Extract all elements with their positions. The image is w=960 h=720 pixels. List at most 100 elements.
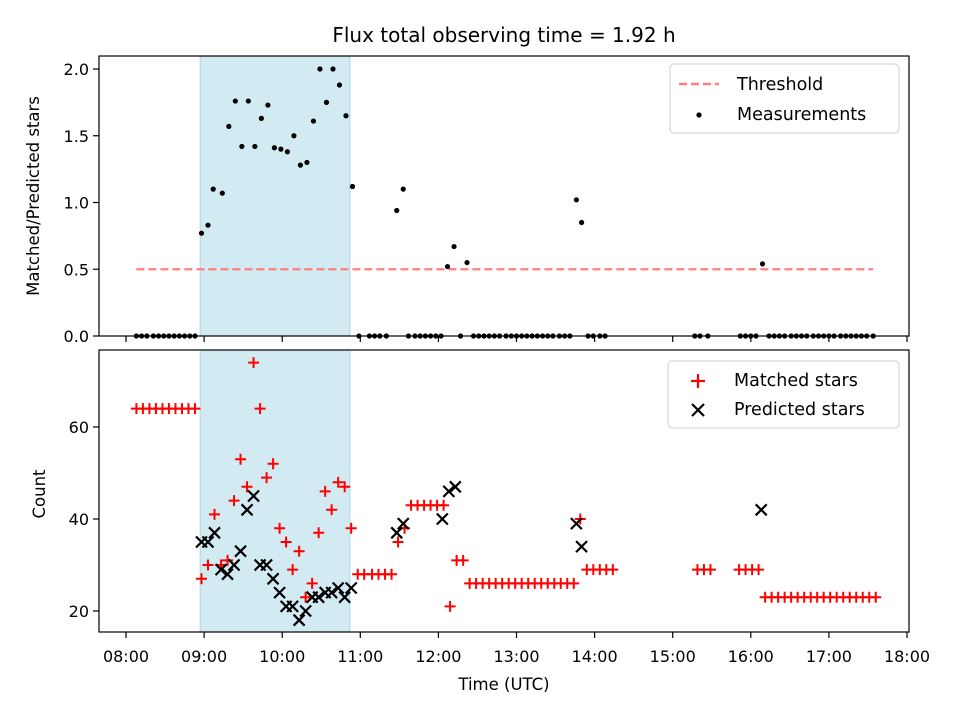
top-legend-box <box>669 63 900 134</box>
x-tick-label: 18:00 <box>884 647 930 666</box>
predicted-star-point <box>208 526 221 540</box>
x-tick-label: 11:00 <box>337 647 383 666</box>
matched-star-point <box>209 508 221 520</box>
bottom-y-axis: 20 40 60 <box>69 418 99 621</box>
measurement-point <box>400 186 406 192</box>
measurement-point <box>464 259 470 266</box>
matched-star-point <box>339 481 351 493</box>
x-tick-label: 16:00 <box>728 647 774 666</box>
measurement-point <box>245 98 251 104</box>
top-y-axis-label: Matched/Predicted stars <box>24 96 43 296</box>
predicted-star-point <box>266 572 280 586</box>
x-tick-label: 08:00 <box>103 647 149 666</box>
predicted-star-point <box>260 558 273 572</box>
matched-star-point <box>267 458 279 470</box>
chart-title: Flux total observing time = 1.92 h <box>332 23 675 47</box>
bottom-y-tick-label: 40 <box>69 510 89 529</box>
matched-star-point <box>254 403 266 415</box>
predicted-star-point <box>442 485 456 498</box>
top-y-tick-label: 2.0 <box>64 60 89 79</box>
predicted-star-point <box>299 604 312 618</box>
measurement-point <box>284 149 291 155</box>
bottom-y-axis-label: Count <box>30 469 49 519</box>
measurement-point <box>226 123 232 130</box>
matched-star-point <box>241 481 253 493</box>
x-tick-label: 17:00 <box>806 647 852 666</box>
bottom-x-axis: 08:00 09:00 10:00 11:00 12:00 13:00 14:00 15:00… <box>103 632 930 666</box>
matched-star-point <box>235 453 247 465</box>
x-tick-label: 14:00 <box>572 647 618 666</box>
legend-predicted-label: Predicted stars <box>734 400 865 420</box>
predicted-star-point <box>273 586 286 599</box>
measurement-point <box>304 159 310 166</box>
matched-star-point <box>287 564 299 576</box>
measurement-point <box>451 243 457 250</box>
measurement-point <box>205 222 211 228</box>
matched-star-point <box>444 600 456 612</box>
top-x-ticks <box>125 336 908 342</box>
legend-predicted-marker <box>691 403 705 417</box>
measurement-point <box>330 66 336 72</box>
measurement-point <box>271 145 277 151</box>
matched-star-point <box>332 476 344 488</box>
predicted-star-point <box>227 558 241 572</box>
matched-star-point <box>222 554 234 566</box>
matched-star-point <box>248 357 260 369</box>
predicted-star-point <box>390 526 404 540</box>
matched-star-point <box>202 559 214 571</box>
predicted-star-point <box>286 600 299 613</box>
predicted-star-point <box>214 563 228 576</box>
measurement-point <box>265 102 271 108</box>
predicted-star-point <box>201 535 215 549</box>
measurement-point <box>317 66 323 72</box>
measurement-point <box>219 190 225 196</box>
x-tick-label: 15:00 <box>650 647 696 666</box>
matched-star-point <box>274 522 286 534</box>
matched-star-point <box>306 577 318 589</box>
measurement-point <box>239 143 245 150</box>
measurement-point <box>323 99 330 105</box>
measurement-point <box>232 98 238 104</box>
predicted-star-point <box>570 517 583 530</box>
top-y-axis: 0.0 0.5 1.0 1.5 2.0 <box>64 60 99 346</box>
matched-star-point <box>280 536 292 548</box>
measurement-point <box>759 261 766 267</box>
matched-star-point <box>189 403 201 415</box>
matched-star-point <box>300 591 312 603</box>
matched-star-point <box>568 577 580 589</box>
bottom-legend-box <box>667 360 900 429</box>
top-shaded-interval-layer <box>199 55 351 337</box>
bottom-y-tick-label: 20 <box>69 602 89 621</box>
matched-star-point <box>326 504 338 516</box>
legend-matched-label: Matched stars <box>734 371 858 391</box>
x-axis-label: Time (UTC) <box>457 675 549 694</box>
bottom-y-tick-label: 60 <box>69 418 89 437</box>
measurement-point <box>310 118 317 124</box>
matched-star-point <box>195 573 207 585</box>
predicted-star-point <box>292 613 306 627</box>
matched-star-point <box>293 545 305 557</box>
top-y-tick-label: 0.5 <box>64 260 89 279</box>
measurement-point <box>349 183 356 190</box>
predicted-star-point <box>575 540 588 553</box>
predicted-star-point <box>312 590 325 604</box>
matched-star-point <box>870 591 882 603</box>
matched-star-point <box>228 495 240 507</box>
top-y-tick-label: 1.0 <box>64 194 89 213</box>
predicted-star-point <box>396 517 410 530</box>
measurement-point <box>336 82 343 88</box>
matched-star-point <box>313 527 325 539</box>
measurement-point <box>252 143 258 150</box>
x-tick-label: 10:00 <box>259 647 305 666</box>
matched-stars-layer <box>130 357 882 612</box>
measurement-point <box>394 207 400 214</box>
top-legend: Threshold Measurements <box>669 63 900 134</box>
matched-star-point <box>345 522 357 534</box>
predicted-star-point <box>240 503 254 517</box>
matched-star-point <box>753 564 765 576</box>
top-plot-frame <box>98 55 910 337</box>
measurement-point <box>343 113 349 119</box>
measurement-point <box>444 263 451 270</box>
predicted-star-point <box>338 590 351 604</box>
bottom-plot-frame <box>98 349 910 633</box>
